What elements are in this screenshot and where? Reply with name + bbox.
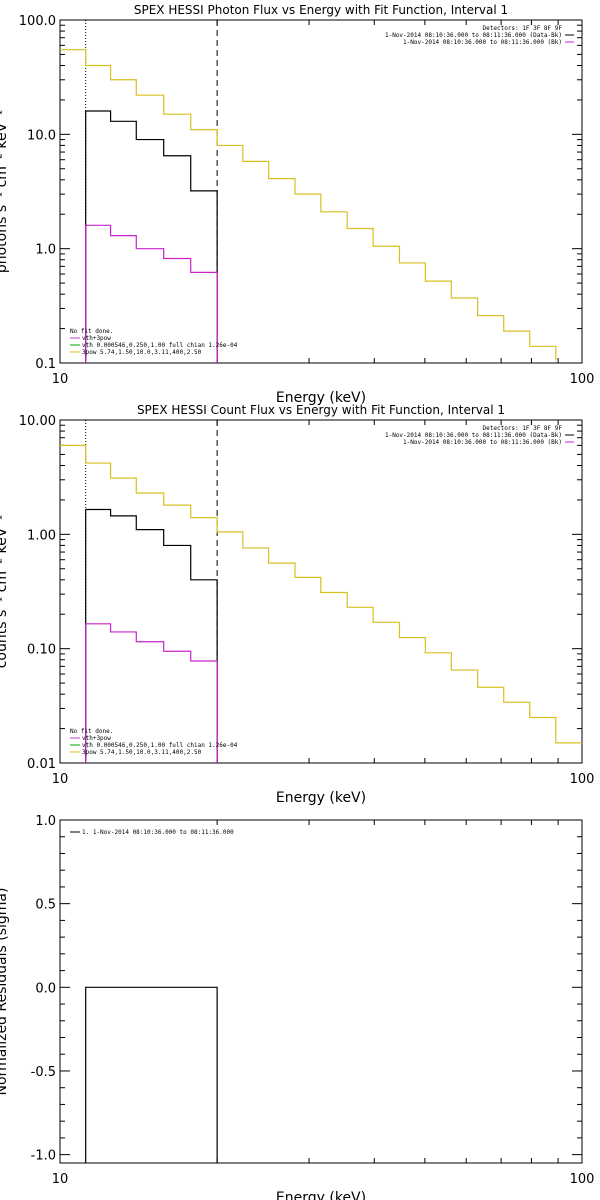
y-tick-label: 1.0 [35, 243, 56, 258]
header-line-1: Detectors: 1F 3F 8F 9F [483, 25, 563, 32]
header-line-2: 1-Nov-2014 08:10:36.000 to 08:11:36.000 … [385, 32, 562, 39]
chart-title-1: SPEX HESSI Photon Flux vs Energy with Fi… [134, 3, 508, 17]
y-tick-label: 10.0 [27, 128, 56, 143]
y-tick-label: 0.5 [35, 898, 56, 913]
y-tick-label: -1.0 [31, 1149, 56, 1164]
y-tick-label: 10.00 [19, 414, 56, 429]
x-axis-label-1: Energy (keV) [276, 390, 366, 406]
y-tick-label: -0.5 [31, 1065, 56, 1080]
x-tick-label: 10 [52, 372, 69, 387]
legend-entry-2: vth+3pow [82, 335, 111, 342]
legend-entry-3: vth 0.000546,0.250,1.00 full chian 1.26e… [82, 342, 238, 349]
y-tick-label: 1.00 [27, 528, 56, 543]
y-tick-label: 100.0 [19, 14, 56, 29]
y-axis-label-2: counts s⁻¹ cm⁻² keV⁻¹ [0, 515, 10, 669]
header-line-1: Detectors: 1F 3F 8F 9F [483, 425, 563, 432]
plot-frame-1 [59, 19, 583, 364]
spectrum-series-2-2 [85, 623, 218, 763]
spectrum-series-2-1 [85, 508, 218, 763]
plot-frame-3 [59, 819, 583, 1164]
x-axis-label-3: Energy (keV) [276, 1190, 366, 1200]
legend-entry-1: 1. 1-Nov-2014 08:10:36.000 to 08:11:36.0… [82, 829, 234, 836]
spectrum-series-1-1 [85, 110, 218, 363]
y-tick-label: 0.10 [27, 643, 56, 658]
legend-entry-4: 3pow 5.74,1.50,10.0,3.11,400,2.50 [82, 349, 202, 356]
x-tick-label: 100 [570, 372, 595, 387]
spectrum-series-2-3 [60, 444, 582, 744]
x-tick-label: 100 [570, 772, 595, 787]
header-line-3: 1-Nov-2014 08:10:36.000 to 08:11:36.000 … [403, 439, 562, 446]
residual-series [85, 986, 218, 1163]
x-axis-label-2: Energy (keV) [276, 790, 366, 806]
chart-title-2: SPEX HESSI Count Flux vs Energy with Fit… [137, 403, 505, 417]
legend-entry-1: No fit done. [70, 728, 113, 735]
x-tick-label: 100 [570, 1172, 595, 1187]
header-line-3: 1-Nov-2014 08:10:36.000 to 08:11:36.000 … [403, 39, 562, 46]
legend-entry-2: vth+3pow [82, 735, 111, 742]
x-tick-label: 10 [52, 772, 69, 787]
plot-frame-2 [59, 419, 583, 764]
legend-entry-3: vth 0.000546,0.250,1.00 full chian 1.26e… [82, 742, 238, 749]
spectrum-series-1-3 [60, 49, 557, 361]
y-tick-label: 1.0 [35, 814, 56, 829]
y-tick-label: 0.0 [35, 981, 56, 996]
y-axis-label-3: Normalized Residuals (sigma) [0, 888, 10, 1096]
y-axis-label-1: photons s⁻¹ cm⁻² keV⁻¹ [0, 110, 10, 273]
legend-entry-1: No fit done. [70, 328, 113, 335]
x-tick-label: 10 [52, 1172, 69, 1187]
header-line-2: 1-Nov-2014 08:10:36.000 to 08:11:36.000 … [385, 432, 562, 439]
y-tick-label: 0.1 [35, 357, 56, 372]
legend-entry-4: 3pow 5.74,1.50,10.0,3.11,400,2.50 [82, 749, 202, 756]
y-tick-label: 0.01 [27, 757, 56, 772]
spectrum-series-1-2 [85, 224, 218, 363]
